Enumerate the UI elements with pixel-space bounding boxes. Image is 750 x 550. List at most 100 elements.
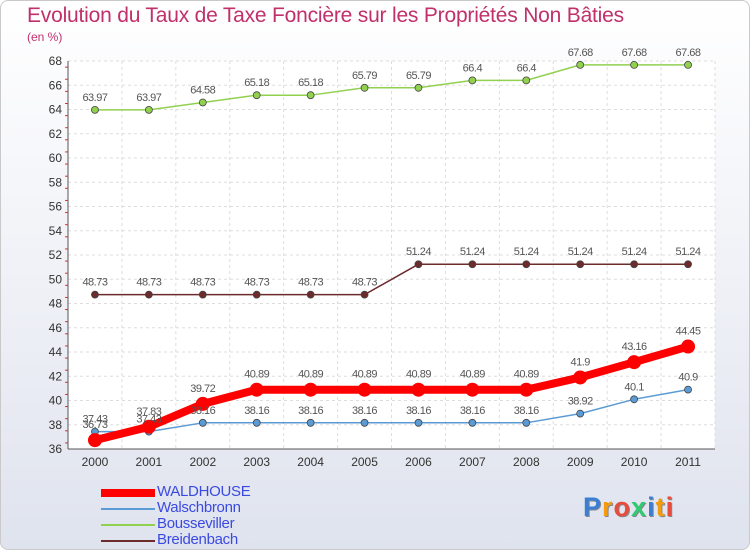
data-point xyxy=(414,83,423,92)
data-label: 48.73 xyxy=(82,277,107,289)
data-point xyxy=(630,260,639,269)
data-label: 40.9 xyxy=(678,372,698,384)
labels-waldhouse: 36.73 37.83 39.72 40.89 40.89 40.89 40.89 40.89… xyxy=(82,326,701,432)
data-label: 40.89 xyxy=(298,369,323,381)
data-label: 40.89 xyxy=(352,369,377,381)
data-point xyxy=(684,260,692,269)
data-label: 40.89 xyxy=(460,369,485,381)
data-point xyxy=(198,98,207,107)
data-point xyxy=(357,382,372,397)
data-label: 36.73 xyxy=(82,419,107,431)
data-point xyxy=(468,76,477,85)
data-label: 37.43 xyxy=(136,414,161,426)
data-point xyxy=(252,418,261,427)
data-label: 39.72 xyxy=(190,383,215,395)
data-point xyxy=(681,339,696,354)
y-tick-label: 48 xyxy=(49,297,63,311)
data-label: 43.16 xyxy=(622,341,647,353)
data-label: 51.24 xyxy=(676,246,701,258)
data-label: 38.92 xyxy=(568,396,593,408)
series-line xyxy=(94,64,689,111)
chart-title: Evolution du Taux de Taxe Foncière sur l… xyxy=(27,4,624,27)
data-point xyxy=(252,91,261,100)
logo-letter: t xyxy=(655,492,666,522)
legend-swatch xyxy=(101,524,155,526)
data-label: 48.73 xyxy=(352,277,377,289)
data-point xyxy=(576,60,585,69)
x-tick-label: 2003 xyxy=(243,455,270,469)
data-point xyxy=(627,355,642,370)
data-label: 38.16 xyxy=(190,405,215,417)
x-tick-label: 2002 xyxy=(189,455,216,469)
data-label: 38.16 xyxy=(406,405,431,417)
data-label: 65.18 xyxy=(298,77,323,89)
labels-bousseviller: 63.97 63.97 64.58 65.18 65.18 65.79 65.79 66.4 6… xyxy=(82,47,701,104)
data-point xyxy=(411,382,426,397)
data-label: 48.73 xyxy=(298,277,323,289)
x-tick-label: 2008 xyxy=(513,455,540,469)
data-point xyxy=(576,260,585,269)
data-point xyxy=(198,290,207,299)
y-tick-label: 44 xyxy=(49,345,63,359)
data-point xyxy=(91,105,99,114)
data-label: 38.16 xyxy=(514,405,539,417)
data-point xyxy=(303,382,318,397)
data-label: 40.89 xyxy=(406,369,431,381)
y-tick-label: 40 xyxy=(49,394,63,408)
logo-letter: i xyxy=(665,492,675,522)
data-label: 51.24 xyxy=(568,246,593,258)
data-point xyxy=(360,83,369,92)
logo-letter: o xyxy=(613,492,632,522)
data-point xyxy=(468,418,477,427)
data-label: 66.4 xyxy=(463,62,483,74)
x-tick-label: 2000 xyxy=(82,455,109,469)
data-label: 48.73 xyxy=(190,277,215,289)
data-label: 66.4 xyxy=(517,62,537,74)
data-label: 37.83 xyxy=(136,406,161,418)
y-tick-label: 56 xyxy=(49,200,63,214)
data-label: 41.9 xyxy=(570,356,590,368)
data-point xyxy=(414,260,423,269)
legend-label: Bousseviller xyxy=(157,515,235,532)
data-point xyxy=(144,290,153,299)
legend-swatch xyxy=(101,508,155,510)
data-point xyxy=(465,382,480,397)
y-tick-label: 36 xyxy=(49,442,63,456)
y-tick-label: 62 xyxy=(49,127,63,141)
data-label: 51.24 xyxy=(460,246,485,258)
data-point xyxy=(306,290,315,299)
data-label: 37.43 xyxy=(82,414,107,426)
y-tick-label: 42 xyxy=(49,369,63,383)
data-label: 67.68 xyxy=(568,47,593,59)
data-point xyxy=(198,418,207,427)
data-point xyxy=(522,260,531,269)
y-tick-label: 58 xyxy=(49,175,63,189)
data-label: 65.79 xyxy=(406,70,431,82)
data-point xyxy=(252,290,261,299)
data-point xyxy=(414,418,423,427)
data-label: 38.16 xyxy=(244,405,269,417)
data-point xyxy=(195,396,210,411)
data-point xyxy=(576,409,585,418)
labels-breidenbach: 48.73 48.73 48.73 48.73 48.73 48.73 51.24 51.24… xyxy=(82,246,701,289)
logo-letter: P xyxy=(583,492,603,522)
labels-walschbronn: 37.43 37.43 38.16 38.16 38.16 38.16 38.16 38.16… xyxy=(82,372,698,426)
y-tick-label: 68 xyxy=(49,54,63,68)
data-label: 51.24 xyxy=(622,246,647,258)
data-label: 38.16 xyxy=(298,405,323,417)
y-tick-label: 60 xyxy=(49,151,63,165)
data-label: 51.24 xyxy=(406,246,431,258)
data-point xyxy=(573,370,588,385)
y-tick-label: 52 xyxy=(49,248,63,262)
series-waldhouse xyxy=(87,339,696,448)
legend-swatch xyxy=(101,489,155,497)
y-tick-label: 50 xyxy=(49,272,63,286)
legend-label: Breidenbach xyxy=(157,531,238,548)
x-tick-label: 2011 xyxy=(675,455,701,469)
legend-swatch xyxy=(101,540,155,542)
x-tick-label: 2004 xyxy=(297,455,324,469)
x-tick-label: 2010 xyxy=(621,455,648,469)
data-label: 38.16 xyxy=(460,405,485,417)
